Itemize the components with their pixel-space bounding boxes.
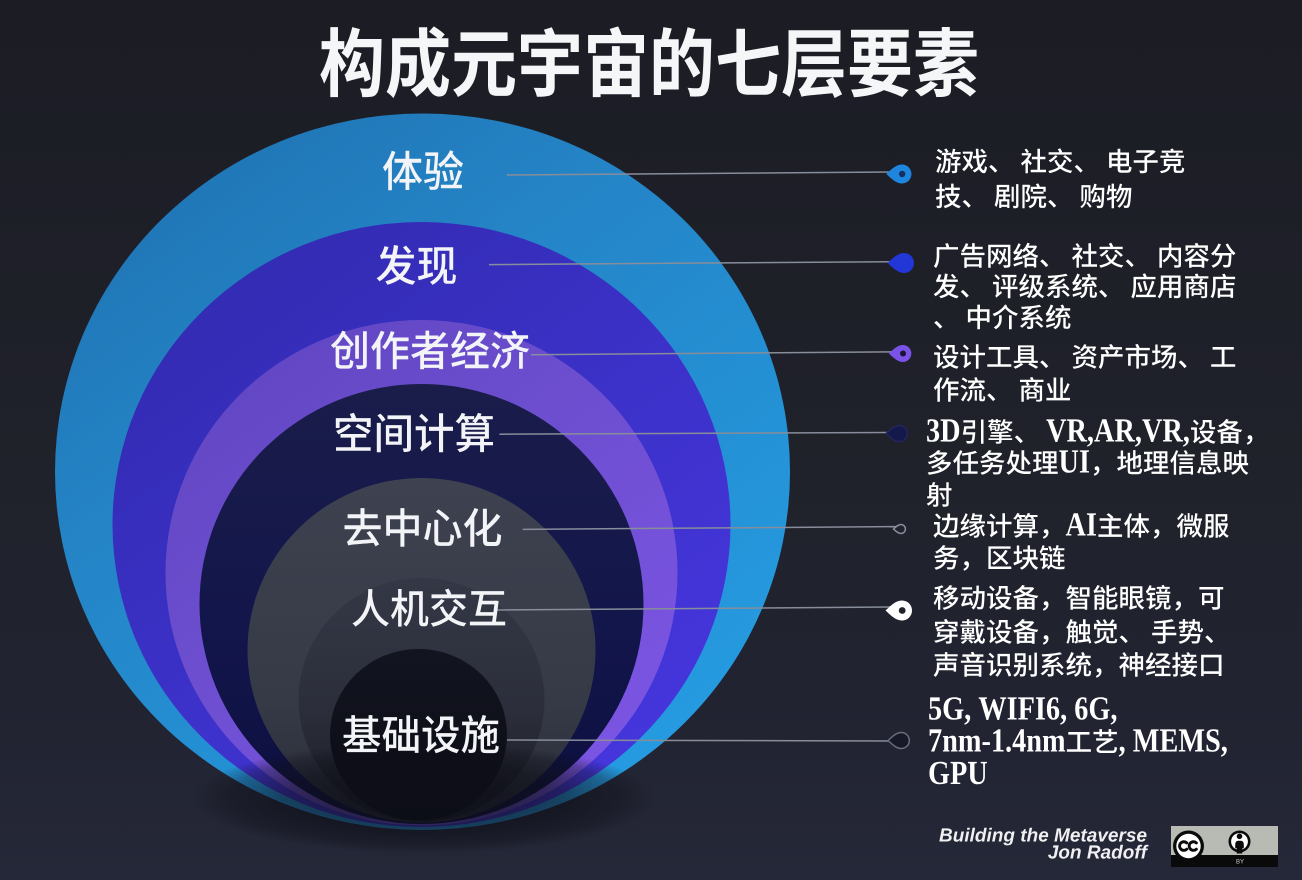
svg-text:BY: BY (1236, 860, 1244, 866)
